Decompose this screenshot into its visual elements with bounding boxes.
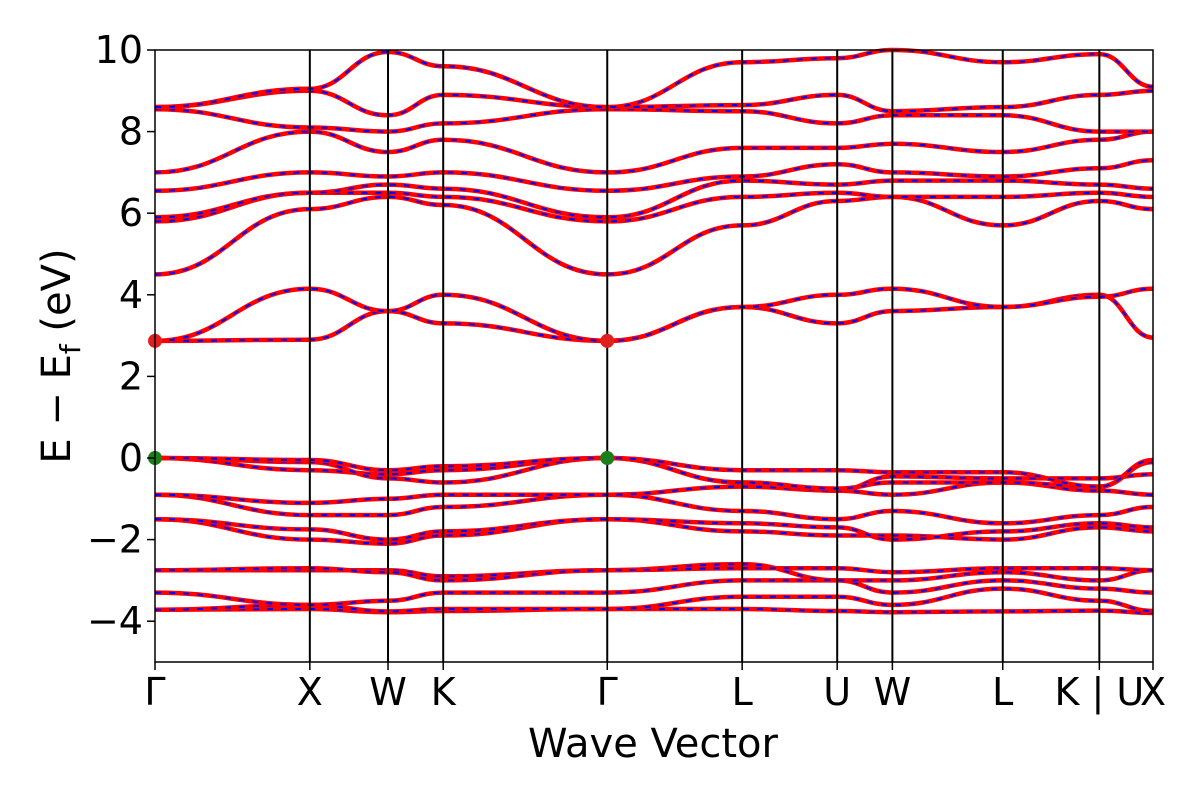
y-tick-label: 0 [119, 436, 143, 480]
band-line [154, 586, 1154, 614]
plot-frame [154, 49, 1154, 663]
y-tick-label: 10 [95, 28, 143, 72]
band-dash [154, 456, 1154, 492]
band-dash [155, 563, 1154, 582]
band-band-21 [154, 88, 1154, 118]
y-tick-label: 8 [119, 110, 143, 154]
band-band-18 [154, 157, 1154, 194]
band-dash [154, 607, 1154, 614]
band-band-14 [154, 286, 1154, 344]
x-tick-label: L [992, 670, 1013, 714]
y-axis-title-subscript: f [54, 343, 87, 354]
y-tick-label: 4 [119, 273, 143, 317]
y-tick-label: −4 [87, 599, 143, 643]
band-band-12 [154, 455, 1154, 489]
kpoint-lines [308, 50, 1101, 662]
x-tick-label: Γ [597, 670, 618, 714]
y-axis-title-main: E − E [34, 354, 80, 464]
x-tick-label: W [874, 670, 912, 714]
band-lines [154, 47, 1154, 616]
band-band-16 [154, 190, 1154, 224]
band-band-19 [154, 129, 1154, 175]
vbm-marker [600, 451, 615, 465]
band-dash [154, 89, 1154, 117]
cbm-marker [600, 333, 615, 348]
band-band-6 [154, 516, 1154, 546]
y-axis-title: E − Ef (eV) [34, 248, 87, 463]
x-tick-label: Γ [144, 670, 165, 714]
band-dash [154, 159, 1154, 192]
band-band-8 [154, 492, 1154, 526]
band-dash [154, 518, 1154, 541]
band-dash [154, 567, 1154, 582]
band-dash [154, 518, 1154, 545]
x-tick-label: X [1140, 670, 1166, 714]
band-band-17 [154, 178, 1154, 220]
band-band-7 [154, 516, 1154, 542]
band-dash [154, 293, 1154, 342]
band-dash [154, 456, 1154, 488]
x-tick-label: X [297, 670, 323, 714]
x-tick-label: W [369, 670, 407, 714]
y-tick-label: 2 [119, 354, 143, 398]
band-dash [154, 287, 1154, 342]
band-dash [154, 191, 1154, 223]
band-dash [154, 456, 1154, 490]
band-dash [154, 179, 1154, 219]
plot-area [148, 47, 1154, 663]
x-tick-label: U [823, 670, 851, 714]
x-tick-label: K [431, 670, 457, 714]
x-tick-label: K | U [1054, 670, 1144, 715]
band-band-2 [154, 586, 1154, 614]
band-band-20 [154, 106, 1153, 134]
band-dash [154, 579, 1154, 606]
band-dash [154, 130, 1154, 174]
band-dash [154, 48, 1154, 109]
band-line [154, 492, 1154, 526]
x-axis-title: Wave Vector [528, 721, 779, 767]
band-band-5 [154, 565, 1154, 583]
y-tick-label: 6 [119, 191, 143, 235]
svg-text:E − Ef (eV): E − Ef (eV) [34, 248, 87, 463]
band-band-3 [154, 578, 1154, 608]
extrema-markers [148, 333, 615, 465]
x-tick-label: L [732, 670, 753, 714]
y-tick-label: −2 [87, 518, 143, 562]
band-dash [154, 108, 1153, 133]
band-band-1 [154, 606, 1154, 616]
band-band-22 [154, 47, 1154, 110]
y-axis-ticks: −4 −2 0 2 4 6 8 10 [87, 28, 155, 643]
band-band-11 [154, 455, 1154, 491]
y-axis-title-unit: (eV) [34, 248, 80, 344]
